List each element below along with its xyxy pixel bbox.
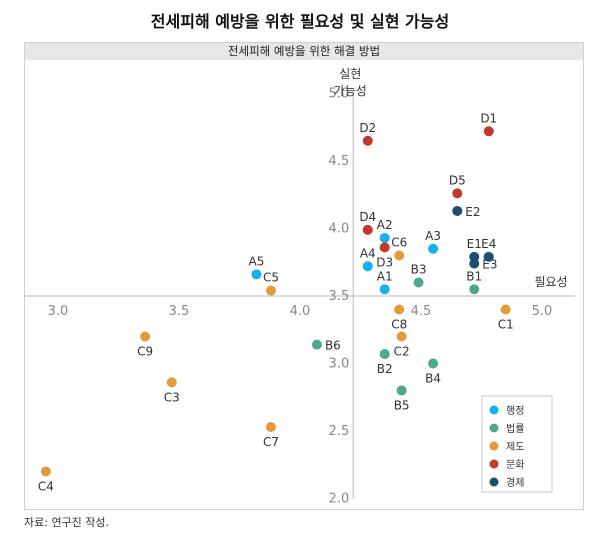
data-point [311,339,322,350]
point-label: A2 [377,218,393,232]
y-tick-label: 3.0 [329,357,350,372]
legend-marker [489,405,499,415]
legend-label: 문화 [506,459,524,471]
point-label: E3 [482,258,497,272]
legend-marker [489,459,499,469]
point-label: C2 [394,345,410,359]
data-point [396,385,407,396]
point-label: C7 [263,435,279,449]
data-point [394,304,405,315]
data-point [379,242,390,253]
data-point [396,331,407,342]
data-point [452,205,463,216]
y-tick-label: 4.5 [329,154,350,169]
x-tick-label: 3.0 [48,304,69,319]
chart-frame: 전세피해 예방을 위한 해결 방법 3.0 3.5 4.0 4.5 5.0 2.0 2.5 3… [24,42,584,510]
point-label: C5 [263,271,279,285]
point-label: A1 [377,269,393,283]
point-label: B1 [466,269,482,283]
point-label: C6 [391,236,407,250]
legend-label: 법률 [506,423,524,435]
data-point [251,269,262,280]
point-label: D4 [359,210,376,224]
point-label: D2 [359,121,376,135]
legend-marker [489,477,499,487]
data-point [379,232,390,243]
data-point [362,224,373,235]
source-note: 자료: 연구진 작성. [24,516,110,529]
point-label: D5 [449,173,466,187]
point-label: D1 [480,111,497,125]
y-tick-label: 2.5 [329,424,350,439]
scatter-plot: 3.0 3.5 4.0 4.5 5.0 2.0 2.5 3.0 3.5 4.0 4.5 5.0 실현가능… [25,67,575,507]
data-point [452,188,463,199]
data-point [265,421,276,432]
data-point [428,358,439,369]
point-label: A3 [425,229,441,243]
point-label: B4 [425,372,441,386]
y-axis-title: 가능성 [334,84,367,98]
data-point [469,284,480,295]
legend-marker [489,423,499,433]
legend-marker [489,441,499,451]
point-label: E1 [467,237,482,251]
legend-label: 행정 [506,405,524,417]
point-label: A4 [360,246,376,260]
point-label: C9 [137,345,153,359]
chart-title: 전세피해 예방을 위한 필요성 및 실현 가능성 [150,12,450,31]
data-point [413,277,424,288]
x-tick-label: 4.0 [290,304,311,319]
data-point [483,126,494,137]
point-label: D3 [376,255,393,269]
point-label: B2 [377,362,393,376]
point-label: E4 [481,237,496,251]
data-point [166,377,177,388]
point-label: E2 [465,205,480,219]
x-tick-label: 4.5 [411,304,432,319]
data-point [428,243,439,254]
legend-label: 경제 [506,476,524,489]
point-label: A5 [249,254,265,268]
point-label: C4 [38,480,54,494]
legend-box [481,395,553,493]
data-point [40,466,51,477]
point-label: B5 [394,399,410,413]
chart-subtitle: 전세피해 예방을 위한 해결 방법 [25,43,583,60]
y-axis-title: 실현 [339,67,361,81]
data-point [265,285,276,296]
x-tick-label: 3.5 [169,304,190,319]
legend-label: 제도 [506,441,524,453]
data-point [394,250,405,261]
data-point [469,258,480,269]
data-point [379,284,390,295]
y-tick-label: 4.0 [329,222,350,237]
data-point [362,135,373,146]
y-tick-label: 3.5 [329,289,350,304]
point-label: B6 [325,339,341,353]
point-label: C3 [164,390,180,404]
data-point [362,261,373,272]
x-tick-label: 5.0 [532,304,553,319]
data-point [379,349,390,360]
x-axis-title: 필요성 [534,275,567,289]
data-point [140,331,151,342]
data-point [500,304,511,315]
data-point [483,251,494,262]
point-label: B3 [411,263,427,277]
point-label: C1 [498,318,514,332]
y-tick-label: 2.0 [329,492,350,507]
point-label: C8 [391,318,407,332]
y-tick-label: 5.0 [329,87,350,102]
